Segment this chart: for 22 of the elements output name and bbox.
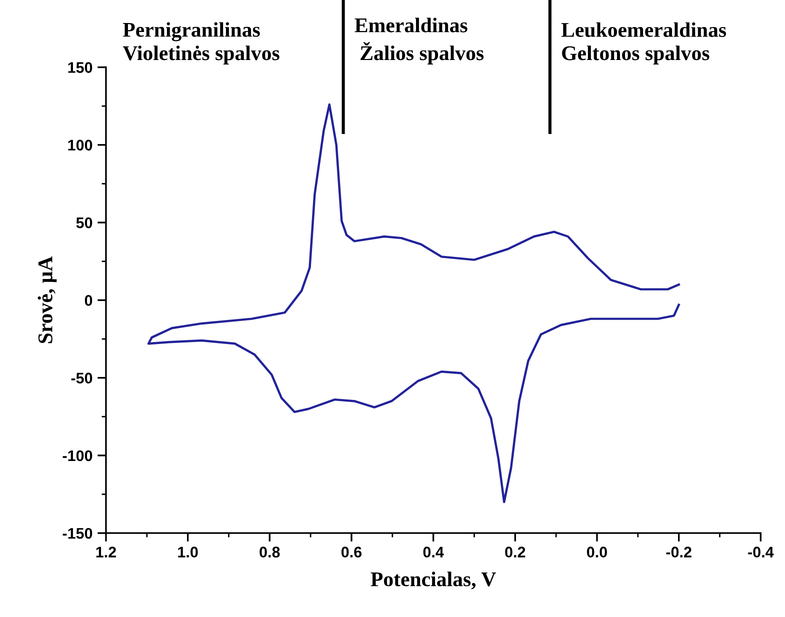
y-tick-label: 150 xyxy=(68,62,92,73)
y-tick-label: -100 xyxy=(62,450,92,462)
x-tick-label: 0.4 xyxy=(423,546,444,558)
y-tick-label: -150 xyxy=(62,528,92,539)
y-axis-title: Srovė, µA xyxy=(38,256,57,344)
y-tick-label: 50 xyxy=(76,217,92,228)
text: Leukoemeraldinas Geltonos spalvos xyxy=(561,22,726,64)
y-tick-label: -50 xyxy=(71,372,92,384)
y-tick-label: 0 xyxy=(84,295,92,306)
y-tick-label: 100 xyxy=(68,140,92,151)
text: Pernigranilinas Violetinės spalvos xyxy=(122,22,280,64)
line-series xyxy=(147,103,680,504)
x-tick-label: 0.6 xyxy=(341,546,362,558)
x-tick-label: -0.2 xyxy=(666,546,692,558)
text: Emeraldinas Žalios spalvos xyxy=(354,18,484,64)
x-tick-label: 0.8 xyxy=(260,546,280,558)
x-axis-title: Potencialas, V xyxy=(370,572,496,590)
x-tick-label: -0.4 xyxy=(748,546,774,558)
x-tick-label: 0.2 xyxy=(505,546,526,558)
x-tick-label: 1.2 xyxy=(96,546,116,558)
x-tick-label: 0.0 xyxy=(586,546,607,558)
x-tick-label: 1.0 xyxy=(178,546,198,558)
